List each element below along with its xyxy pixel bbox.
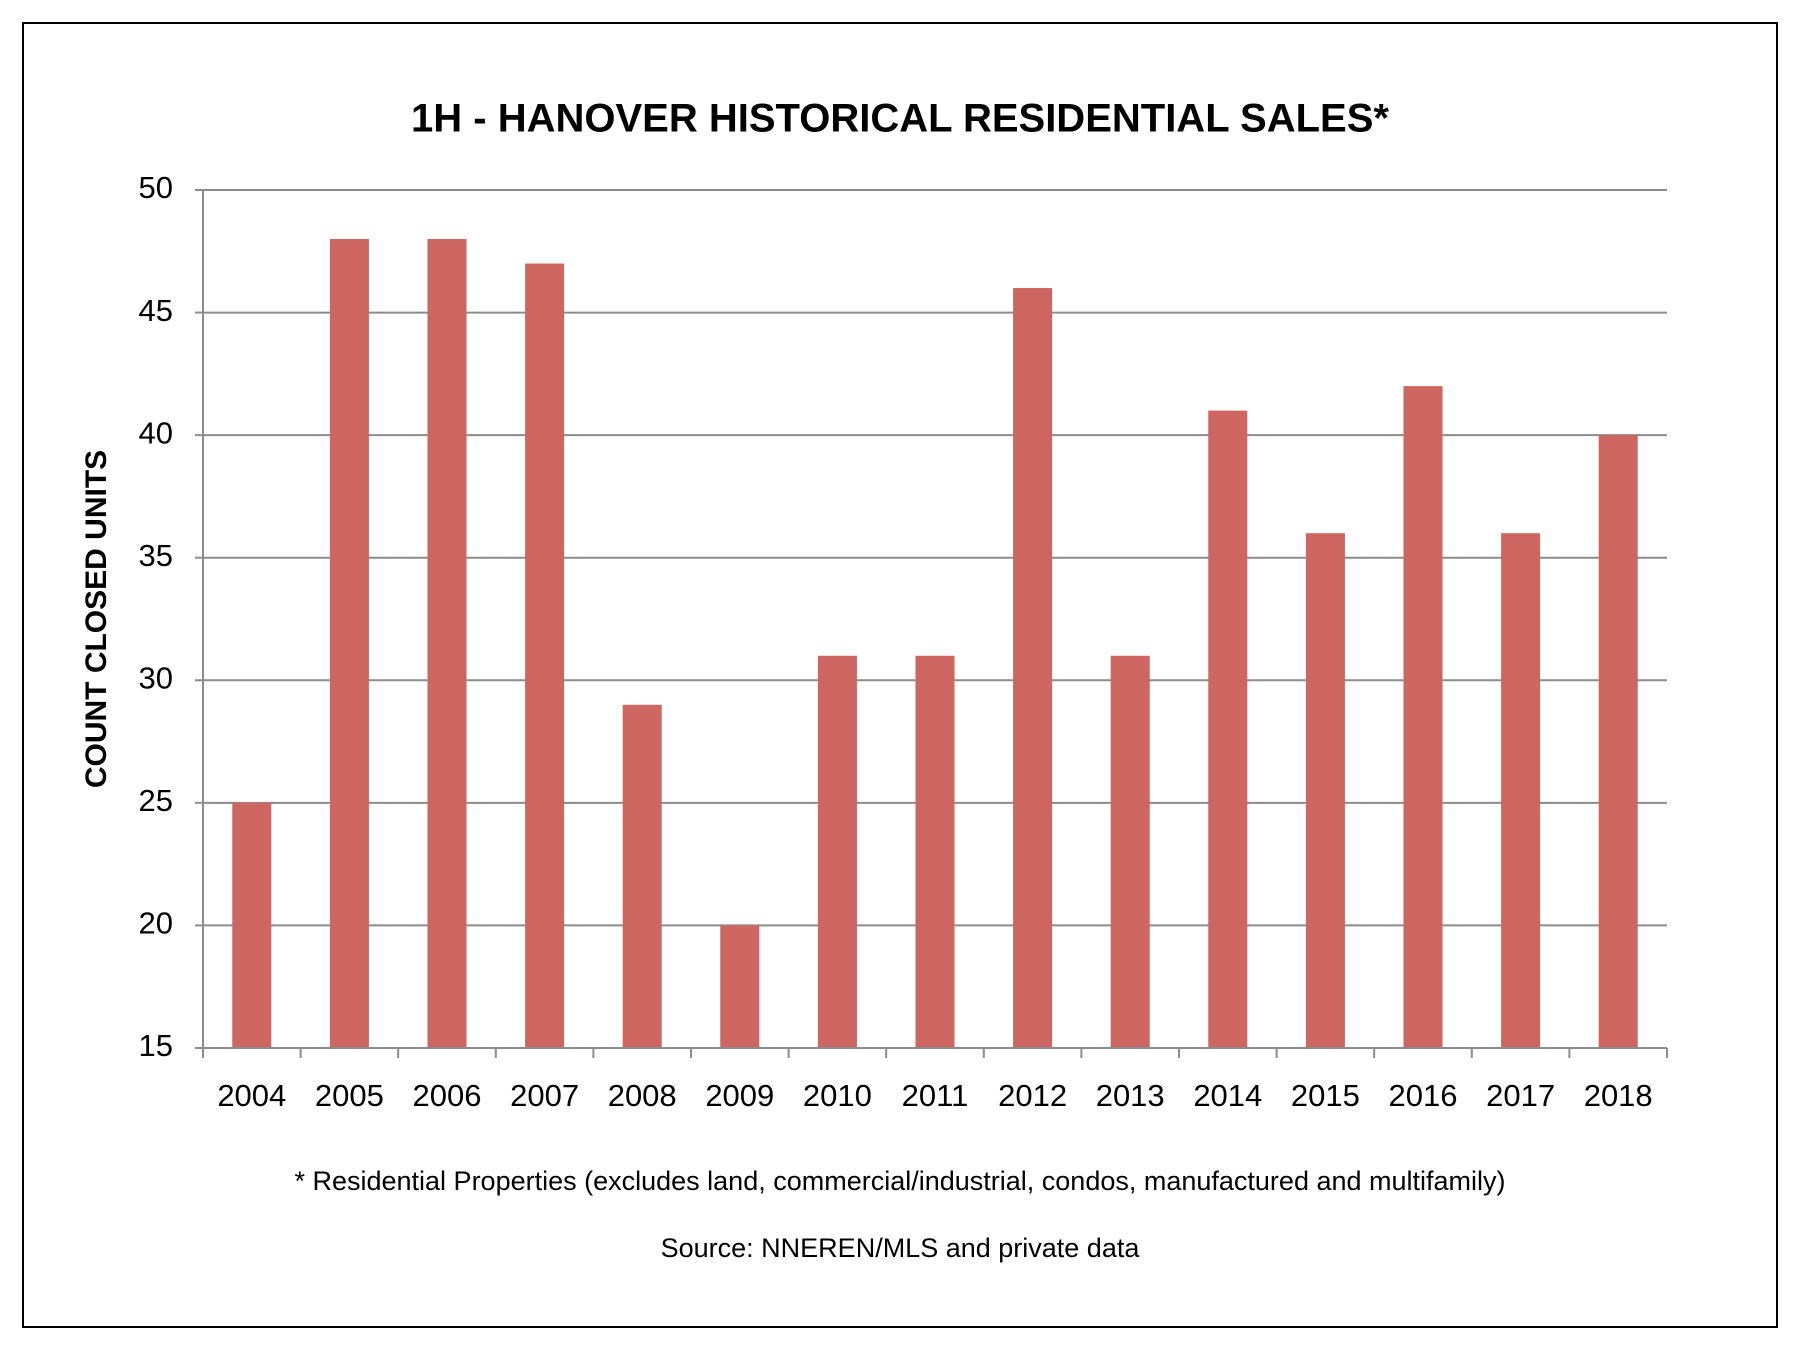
bar (427, 239, 467, 1048)
x-tick-label: 2007 (510, 1078, 579, 1113)
y-tick-label: 20 (139, 906, 173, 941)
source-note: Source: NNEREN/MLS and private data (661, 1233, 1141, 1263)
y-tick-label: 50 (139, 170, 173, 205)
bar (1013, 288, 1053, 1048)
chart-border (22, 22, 1778, 1328)
bar (1403, 386, 1443, 1049)
y-tick-label: 15 (139, 1028, 173, 1063)
x-tick-label: 2018 (1584, 1078, 1653, 1113)
bar (720, 925, 760, 1048)
x-tick-label: 2013 (1096, 1078, 1165, 1113)
bar (329, 239, 369, 1048)
x-tick-label: 2008 (608, 1078, 677, 1113)
x-tick-label: 2017 (1486, 1078, 1555, 1113)
y-axis-title: COUNT CLOSED UNITS (80, 450, 113, 788)
bar (1501, 533, 1541, 1048)
x-tick-label: 2011 (902, 1078, 969, 1113)
x-tick-label: 2016 (1389, 1078, 1458, 1113)
x-tick-label: 2014 (1193, 1078, 1262, 1113)
x-tick-label: 2004 (217, 1078, 286, 1113)
bar (622, 704, 662, 1048)
y-tick-label: 35 (139, 538, 173, 573)
x-tick-label: 2010 (803, 1078, 872, 1113)
x-tick-label: 2006 (413, 1078, 482, 1113)
bar (1110, 655, 1150, 1048)
bar (1208, 410, 1248, 1049)
bar (915, 655, 955, 1048)
y-tick-label: 45 (139, 293, 173, 328)
x-tick-label: 2012 (998, 1078, 1067, 1113)
bar (232, 802, 272, 1048)
bar (1305, 533, 1345, 1048)
y-tick-label: 40 (139, 415, 173, 450)
footnote: * Residential Properties (excludes land,… (294, 1166, 1505, 1196)
chart-title: 1H - HANOVER HISTORICAL RESIDENTIAL SALE… (411, 97, 1389, 141)
x-tick-label: 2009 (705, 1078, 774, 1113)
bar (525, 263, 565, 1048)
x-tick-label: 2005 (315, 1078, 384, 1113)
y-tick-label: 25 (139, 783, 173, 818)
bar (817, 655, 857, 1048)
x-tick-label: 2015 (1291, 1078, 1360, 1113)
y-tick-label: 30 (139, 660, 173, 695)
bar (1598, 435, 1638, 1049)
